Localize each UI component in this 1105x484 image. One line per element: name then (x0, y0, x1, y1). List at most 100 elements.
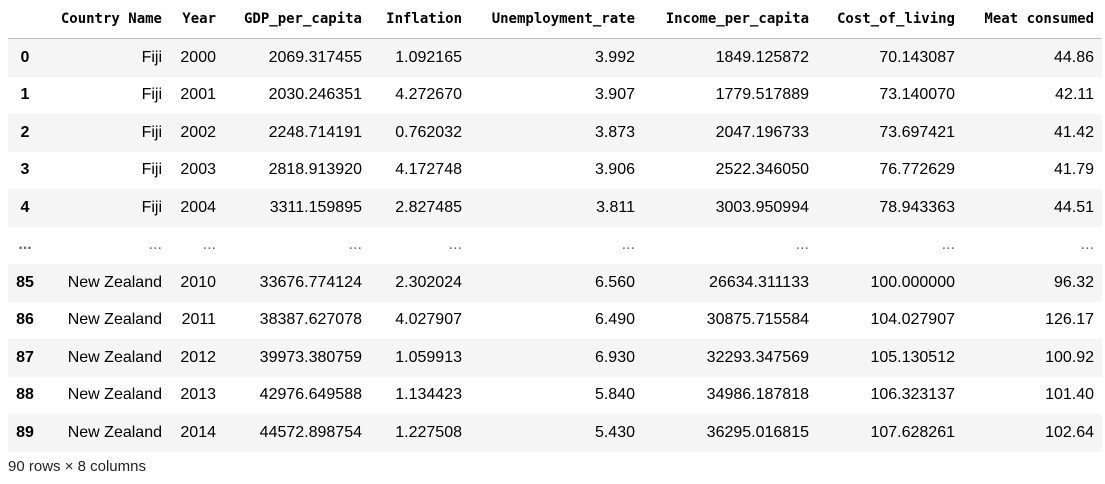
column-header-unemployment-rate: Unemployment_rate (470, 0, 643, 39)
cell-income-per-capita: 3003.950994 (715, 198, 809, 216)
cell-income-per-capita: 1849.125872 (715, 48, 809, 66)
cell-country-name: Fiji (141, 48, 162, 66)
cell-country-name: Fiji (141, 198, 162, 216)
cell-gdp-per-capita: 38387.627078 (259, 311, 362, 329)
cell-unemployment-rate: 6.490 (594, 311, 635, 329)
cell-country-name: Fiji (141, 161, 162, 179)
cell-gdp-per-capita: 33676.774124 (259, 273, 362, 291)
cell-year: 2011 (181, 311, 216, 329)
cell-income-per-capita: ... (795, 236, 809, 254)
cell-meat-consumed: 42.11 (1055, 86, 1094, 104)
header-row: Country Name Year GDP_per_capita Inflati… (8, 0, 1102, 39)
cell-unemployment-rate: 6.930 (594, 348, 635, 366)
index-column-header (8, 0, 42, 39)
cell-meat-consumed: 100.92 (1045, 348, 1094, 366)
row-index: ... (18, 236, 32, 254)
cell-unemployment-rate: 5.430 (594, 423, 635, 441)
row-index: 89 (16, 423, 34, 441)
cell-income-per-capita: 2047.196733 (715, 123, 809, 141)
cell-year: 2010 (180, 273, 216, 291)
cell-year: 2003 (180, 161, 216, 179)
table-row: 0 Fiji 2000 2069.317455 1.092165 3.992 1849.12… (8, 38, 1102, 77)
table-row: 86 New Zealand 2011 38387.627078 4.027907 6.4… (8, 301, 1102, 339)
cell-meat-consumed: 44.86 (1053, 48, 1094, 66)
cell-inflation: 1.134423 (395, 386, 462, 404)
cell-cost-of-living: 70.143087 (879, 48, 955, 66)
cell-cost-of-living: 76.772629 (879, 161, 955, 179)
dataframe-table: Country Name Year GDP_per_capita Inflati… (8, 0, 1102, 452)
cell-income-per-capita: 1779.517889 (715, 86, 809, 104)
cell-cost-of-living: 73.697421 (879, 123, 955, 141)
cell-meat-consumed: ... (1080, 236, 1094, 254)
cell-gdp-per-capita: 42976.649588 (259, 386, 362, 404)
cell-country-name: New Zealand (67, 423, 162, 441)
row-index: 2 (20, 123, 30, 141)
table-row: 85 New Zealand 2010 33676.774124 2.302024 6.5… (8, 264, 1102, 302)
cell-inflation: 2.827485 (395, 198, 462, 216)
cell-country-name: New Zealand (67, 386, 162, 404)
cell-year: 2000 (180, 48, 216, 66)
cell-unemployment-rate: 3.906 (594, 161, 635, 179)
cell-year: 2002 (180, 123, 216, 141)
cell-income-per-capita: 30875.715584 (706, 311, 809, 329)
cell-country-name: Fiji (141, 123, 162, 141)
cell-income-per-capita: 34986.187818 (706, 386, 809, 404)
cell-inflation: 4.027907 (395, 311, 462, 329)
cell-gdp-per-capita: 39973.380759 (259, 348, 362, 366)
cell-cost-of-living: 100.000000 (870, 273, 955, 291)
cell-year: 2004 (180, 198, 216, 216)
cell-country-name: ... (148, 236, 162, 254)
cell-country-name: New Zealand (67, 348, 162, 366)
cell-inflation: 4.172748 (395, 161, 462, 179)
cell-income-per-capita: 32293.347569 (706, 348, 809, 366)
cell-inflation: 2.302024 (395, 273, 462, 291)
cell-meat-consumed: 126.17 (1045, 311, 1094, 329)
cell-year: 2001 (180, 86, 216, 104)
cell-cost-of-living: 104.027907 (870, 311, 955, 329)
cell-gdp-per-capita: 2248.714191 (268, 123, 362, 141)
cell-cost-of-living: 105.130512 (870, 348, 955, 366)
cell-year: ... (202, 236, 216, 254)
table-row: 87 New Zealand 2012 39973.380759 1.059913 6.9… (8, 339, 1102, 377)
table-row: 3 Fiji 2003 2818.913920 4.172748 3.906 2522.34… (8, 151, 1102, 189)
table-row: 4 Fiji 2004 3311.159895 2.827485 3.811 3003.95… (8, 189, 1102, 227)
column-header-year: Year (170, 0, 224, 39)
column-header-cost-of-living: Cost_of_living (817, 0, 963, 39)
column-header-country-name: Country Name (42, 0, 170, 39)
cell-income-per-capita: 26634.311133 (709, 273, 809, 291)
cell-unemployment-rate: 3.992 (594, 48, 635, 66)
row-index: 1 (20, 86, 30, 104)
row-index: 88 (16, 386, 34, 404)
row-index: 85 (16, 273, 34, 291)
cell-unemployment-rate: 3.811 (596, 198, 635, 216)
cell-cost-of-living: 73.140070 (879, 86, 955, 104)
table-header: Country Name Year GDP_per_capita Inflati… (8, 0, 1102, 39)
cell-gdp-per-capita: 3311.159895 (269, 198, 362, 216)
table-row: 88 New Zealand 2013 42976.649588 1.134423 5.8… (8, 376, 1102, 414)
cell-year: 2014 (180, 423, 216, 441)
cell-gdp-per-capita: 2069.317455 (268, 48, 362, 66)
cell-unemployment-rate: 6.560 (594, 273, 635, 291)
cell-year: 2012 (180, 348, 216, 366)
table-row-ellipsis: ........................... (8, 226, 1102, 264)
column-header-meat-consumed: Meat consumed (963, 0, 1102, 39)
cell-country-name: New Zealand (67, 311, 162, 329)
cell-cost-of-living: 106.323137 (870, 386, 955, 404)
cell-gdp-per-capita: 2030.246351 (268, 86, 362, 104)
table-row: 2 Fiji 2002 2248.714191 0.762032 3.873 2047.19… (8, 114, 1102, 152)
table-row: 1 Fiji 2001 2030.246351 4.272670 3.907 1779.51… (8, 76, 1102, 114)
cell-inflation: 0.762032 (395, 123, 462, 141)
cell-inflation: ... (448, 236, 462, 254)
column-header-income-per-capita: Income_per_capita (643, 0, 817, 39)
cell-meat-consumed: 101.40 (1045, 386, 1094, 404)
cell-meat-consumed: 41.79 (1053, 161, 1094, 179)
row-index: 4 (20, 198, 30, 216)
cell-country-name: New Zealand (67, 273, 162, 291)
cell-gdp-per-capita: ... (348, 236, 362, 254)
cell-meat-consumed: 44.51 (1053, 198, 1094, 216)
cell-unemployment-rate: ... (621, 236, 635, 254)
cell-meat-consumed: 102.64 (1045, 423, 1094, 441)
cell-country-name: Fiji (141, 86, 162, 104)
cell-income-per-capita: 2522.346050 (715, 161, 809, 179)
cell-inflation: 1.227508 (395, 423, 462, 441)
